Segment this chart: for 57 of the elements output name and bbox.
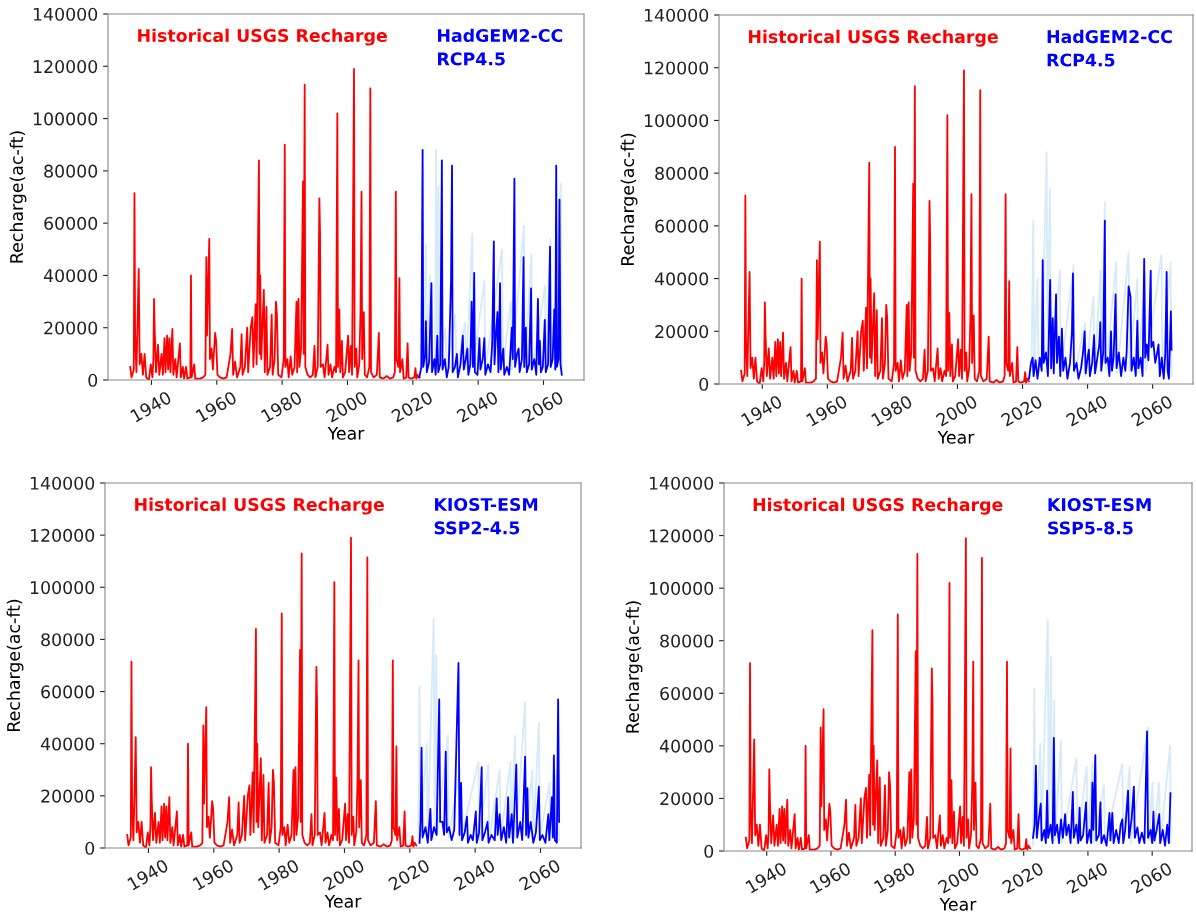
y-tick-label: 60000 (44, 216, 98, 230)
y-tick-label: 120000 (649, 529, 714, 543)
y-tick-label: 120000 (33, 60, 98, 74)
text: Historical USGS Recharge (753, 497, 1003, 515)
y-axis-title: Recharge(ac-ft) (620, 133, 638, 265)
y-tick-label: 40000 (40, 737, 95, 751)
y-tick-label: 100000 (649, 581, 714, 595)
line-series (1032, 730, 1172, 847)
line-series (417, 617, 561, 844)
line-series (740, 69, 1030, 384)
line-series (129, 67, 421, 380)
line-series (1028, 219, 1173, 380)
y-axis-title: Recharge(ac-ft) (9, 131, 27, 263)
y-tick-label: 140000 (30, 476, 95, 490)
y-tick-label: 20000 (655, 325, 709, 339)
x-axis-title: Year (937, 430, 975, 444)
text: HadGEM2-CC RCP4.5 (438, 28, 563, 66)
y-tick-label: 0 (85, 841, 95, 855)
y-axis-title: Recharge(ac-ft) (6, 599, 24, 731)
y-tick-label: 80000 (44, 164, 98, 178)
y-tick-label: 0 (704, 844, 714, 858)
y-tick-label: 100000 (30, 581, 95, 595)
y-tick-label: 60000 (660, 687, 714, 701)
y-tick-label: 20000 (660, 792, 714, 806)
x-axis-title: Year (939, 897, 977, 911)
y-tick-label: 40000 (659, 739, 714, 753)
y-tick-label: 140000 (649, 476, 714, 490)
x-axis-title: Year (324, 894, 362, 908)
y-tick-label: 20000 (44, 321, 98, 335)
y-tick-label: 120000 (30, 528, 95, 542)
text: HadGEM2-CC RCP4.5 (1047, 29, 1172, 67)
text: KIOST-ESM SSP2-4.5 (434, 497, 538, 535)
y-tick-label: 100000 (644, 114, 709, 128)
y-tick-label: 40000 (43, 269, 98, 283)
y-tick-label: 0 (699, 377, 709, 391)
text: KIOST-ESM SSP5-8.5 (1048, 498, 1151, 535)
y-tick-label: 0 (88, 373, 98, 387)
line-series (1032, 618, 1172, 847)
y-tick-label: 80000 (41, 633, 95, 647)
y-tick-label: 120000 (644, 61, 709, 75)
text: Historical USGS Recharge (138, 28, 387, 46)
line-series (126, 536, 418, 848)
y-tick-label: 140000 (33, 7, 98, 21)
line-series (744, 537, 1032, 851)
y-tick-label: 80000 (655, 166, 709, 180)
y-tick-label: 60000 (655, 219, 709, 233)
y-tick-label: 140000 (644, 8, 709, 22)
line-series (418, 661, 561, 844)
text: Historical USGS Recharge (135, 497, 384, 515)
y-tick-label: 20000 (41, 789, 95, 803)
y-tick-label: 60000 (41, 685, 95, 699)
x-axis-title: Year (327, 426, 365, 440)
text: Historical USGS Recharge (749, 29, 998, 47)
y-axis-title: Recharge(ac-ft) (625, 601, 643, 733)
y-tick-label: 80000 (660, 634, 714, 648)
y-tick-label: 100000 (33, 112, 98, 126)
y-tick-label: 40000 (654, 272, 709, 286)
